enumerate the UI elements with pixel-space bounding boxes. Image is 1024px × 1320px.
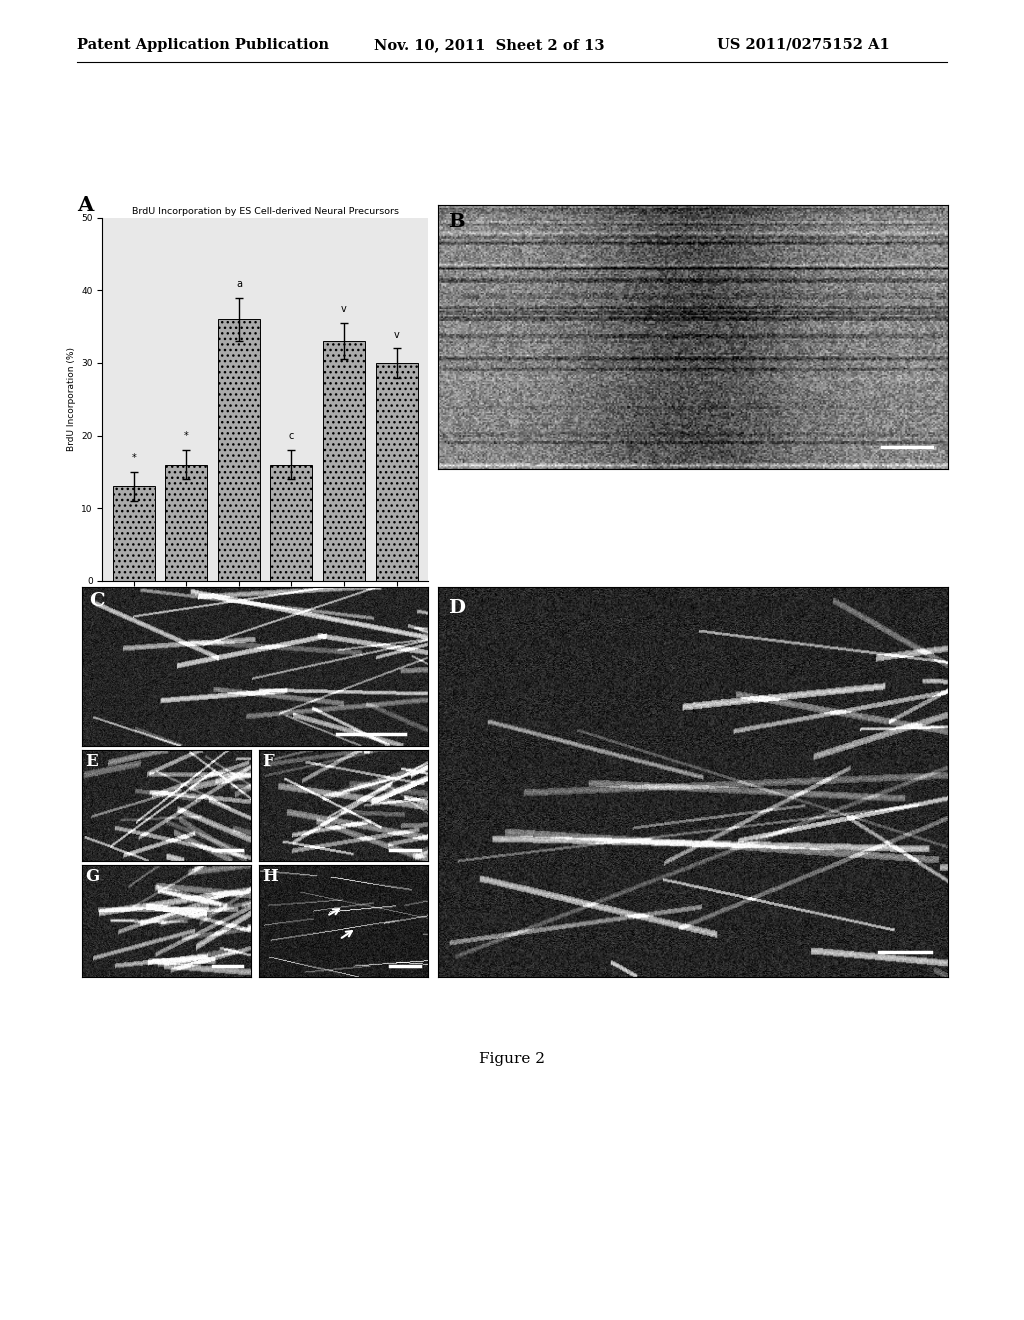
Bar — [323, 342, 365, 581]
Text: v: v — [393, 330, 399, 339]
Text: F: F — [262, 754, 274, 770]
Title: BrdU Incorporation by ES Cell-derived Neural Precursors: BrdU Incorporation by ES Cell-derived Ne… — [132, 207, 398, 215]
Text: v: v — [341, 305, 347, 314]
Bar — [113, 486, 155, 581]
Y-axis label: BrdU Incorporation (%): BrdU Incorporation (%) — [67, 347, 76, 451]
Text: Figure 2: Figure 2 — [479, 1052, 545, 1065]
Text: C: C — [89, 593, 104, 610]
Text: Patent Application Publication: Patent Application Publication — [77, 38, 329, 51]
Text: D: D — [449, 599, 466, 616]
Text: H: H — [262, 869, 279, 884]
Bar — [218, 319, 260, 581]
Text: *: * — [131, 453, 136, 463]
Text: Nov. 10, 2011  Sheet 2 of 13: Nov. 10, 2011 Sheet 2 of 13 — [374, 38, 604, 51]
Text: B: B — [449, 213, 465, 231]
Text: US 2011/0275152 A1: US 2011/0275152 A1 — [717, 38, 890, 51]
Bar — [376, 363, 418, 581]
Text: *: * — [184, 432, 188, 441]
Text: A: A — [77, 195, 93, 215]
Text: a: a — [236, 279, 242, 289]
Text: c: c — [289, 432, 294, 441]
Bar — [270, 465, 312, 581]
Bar — [166, 465, 208, 581]
Text: E: E — [85, 754, 98, 770]
Text: G: G — [85, 869, 99, 884]
